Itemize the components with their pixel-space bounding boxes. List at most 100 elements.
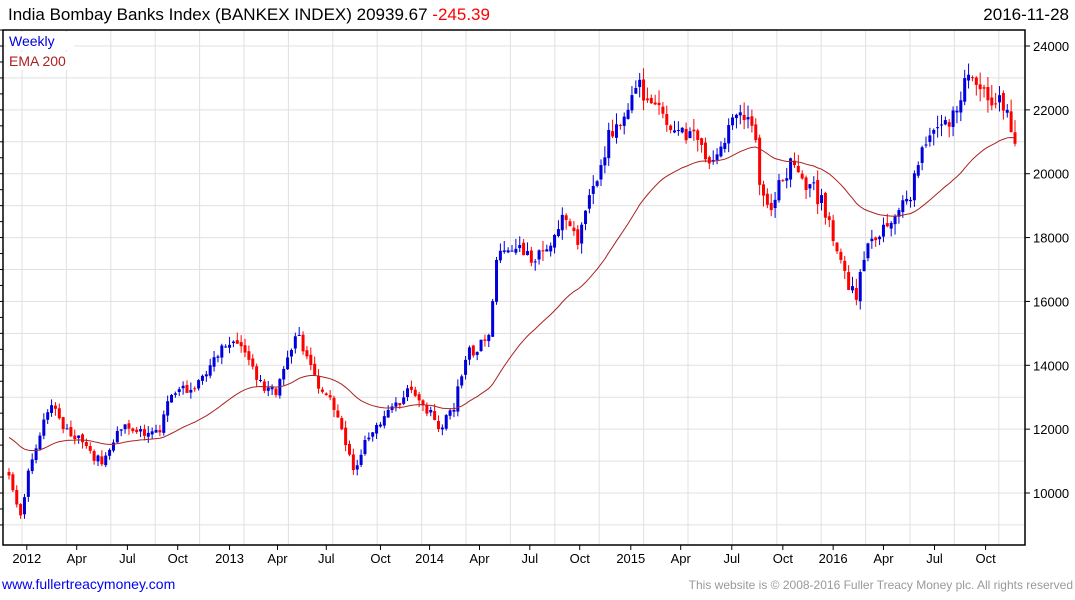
candle-body: [970, 77, 974, 79]
candle-body: [193, 388, 197, 390]
candle-body: [425, 405, 429, 414]
candle-body: [104, 455, 108, 466]
candle-body: [731, 117, 735, 126]
candle-body: [680, 127, 684, 133]
candle-body: [367, 437, 371, 440]
candle-body: [533, 261, 537, 263]
candle-body: [804, 177, 808, 190]
candle-body: [584, 210, 588, 224]
candle-body: [746, 117, 750, 120]
candle-body: [560, 214, 564, 231]
candle-body: [591, 185, 595, 194]
x-tick-label: 2015: [616, 551, 645, 566]
candle-body: [278, 379, 282, 396]
candle-body: [943, 120, 947, 125]
candle-body: [324, 393, 328, 395]
candle-body: [603, 157, 607, 166]
candle-body: [61, 417, 65, 430]
candle-body: [22, 497, 26, 515]
candle-body: [572, 227, 576, 232]
candle-body: [568, 221, 572, 227]
site-link[interactable]: www.fullertreacymoney.com: [2, 576, 176, 592]
candle-body: [421, 400, 425, 406]
candle-body: [812, 182, 816, 184]
candle-body: [173, 393, 177, 395]
candle-body: [293, 336, 297, 349]
candle-body: [259, 379, 262, 381]
candle-body: [7, 472, 11, 476]
x-tick-label: 2014: [415, 551, 444, 566]
candle-body: [727, 125, 731, 144]
candle-body: [545, 249, 549, 252]
candle-body: [289, 349, 293, 357]
candle-body: [742, 114, 746, 121]
candle-body: [270, 387, 274, 390]
x-tick-label: Apr: [873, 551, 894, 566]
candle-body: [355, 465, 359, 470]
candle-body: [622, 116, 626, 126]
candle-body: [150, 431, 154, 435]
candle-body: [901, 200, 905, 213]
candle-body: [986, 86, 990, 101]
candle-body: [885, 223, 889, 227]
legend-bg: [6, 32, 74, 50]
y-tick-label: 10000: [1033, 486, 1069, 501]
candle-body: [220, 345, 224, 358]
candle-body: [224, 346, 228, 348]
candle-body: [115, 430, 119, 443]
copyright: This website is © 2008-2016 Fuller Treac…: [688, 578, 1073, 592]
candle-body: [38, 435, 42, 450]
ema-line: [8, 137, 1016, 452]
candle-body: [108, 449, 112, 456]
candle-body: [769, 202, 773, 211]
candle-body: [866, 243, 870, 259]
candle-body: [84, 441, 88, 446]
candle-body: [378, 424, 382, 427]
candle-body: [1001, 93, 1005, 111]
candle-body: [916, 165, 920, 176]
candle-body: [928, 135, 932, 142]
candle-body: [96, 455, 100, 462]
candle-body: [475, 351, 479, 355]
candle-body: [166, 401, 170, 416]
candle-body: [897, 210, 901, 217]
candle-body: [850, 286, 854, 291]
candle-body: [464, 359, 468, 375]
candle-body: [332, 397, 336, 410]
y-tick-label: 12000: [1033, 422, 1069, 437]
candle-body: [959, 100, 963, 113]
candle-body: [305, 350, 309, 357]
y-tick-label: 20000: [1033, 167, 1069, 182]
candle-body: [696, 130, 700, 140]
chart-date: 2016-11-28: [983, 5, 1069, 24]
candle-body: [684, 128, 688, 141]
candle-body: [576, 229, 580, 245]
candle-body: [510, 250, 514, 252]
candle-body: [297, 334, 301, 336]
price-change: -245.39: [432, 5, 490, 24]
candle-body: [634, 87, 638, 94]
candle-body: [77, 435, 81, 438]
candle-body: [471, 345, 475, 356]
candle-body: [963, 78, 967, 102]
candle-body: [228, 344, 232, 348]
candle-body: [158, 430, 162, 433]
candle-body: [200, 375, 204, 381]
candle-body: [243, 345, 247, 353]
candle-body: [912, 173, 916, 201]
title-text: India Bombay Banks Index (BANKEX INDEX) …: [8, 5, 428, 24]
candle-body: [1005, 109, 1009, 113]
x-tick-label: Oct: [773, 551, 794, 566]
candle-body: [669, 125, 673, 130]
candle-body: [514, 248, 518, 253]
candle-body: [924, 144, 928, 146]
candle-body: [146, 432, 150, 437]
candle-body: [599, 165, 603, 180]
candle-body: [204, 374, 208, 377]
candle-body: [611, 131, 615, 137]
candle-body: [688, 131, 692, 139]
candle-body: [653, 102, 657, 105]
candle-body: [235, 340, 239, 344]
candle-body: [429, 409, 433, 413]
candle-body: [765, 193, 769, 205]
